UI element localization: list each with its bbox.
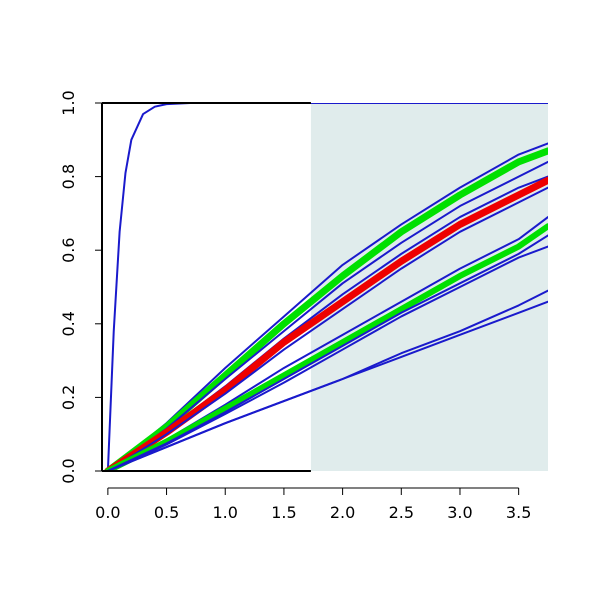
y-tick-label: 0.2: [59, 385, 78, 410]
x-tick-label: 2.0: [330, 503, 355, 522]
series-line-10: [106, 234, 548, 471]
x-tick-label: 2.5: [389, 503, 414, 522]
y-tick-label: 0.6: [59, 237, 78, 262]
x-tick-label: 0.0: [95, 503, 120, 522]
y-tick-label: 0.0: [59, 458, 78, 483]
series-line-4: [106, 160, 548, 471]
x-tick-label: 1.0: [213, 503, 238, 522]
y-tick-label: 0.8: [59, 164, 78, 189]
axis-layer: 0.0 0.5 1.0 1.5 2.0 2.5 3.0 3.5 0.0 0.2 0.4 0.6 0.8 1…: [59, 90, 531, 522]
y-tick-label: 0.4: [59, 311, 78, 336]
series-line-11: [106, 245, 548, 471]
series-line-7: [106, 186, 548, 471]
x-tick-label: 3.0: [447, 503, 472, 522]
series-line-1: [106, 103, 548, 471]
series-line-3: [104, 147, 548, 471]
series-line-2: [106, 142, 548, 471]
x-tick-label: 0.5: [154, 503, 179, 522]
x-tick-label: 1.5: [271, 503, 296, 522]
series-line-13: [106, 300, 548, 471]
y-tick-label: 1.0: [59, 90, 78, 115]
series-line-6: [104, 176, 548, 471]
x-tick-label: 3.5: [506, 503, 531, 522]
series-layer: [104, 103, 548, 471]
series-line-9: [104, 223, 548, 471]
